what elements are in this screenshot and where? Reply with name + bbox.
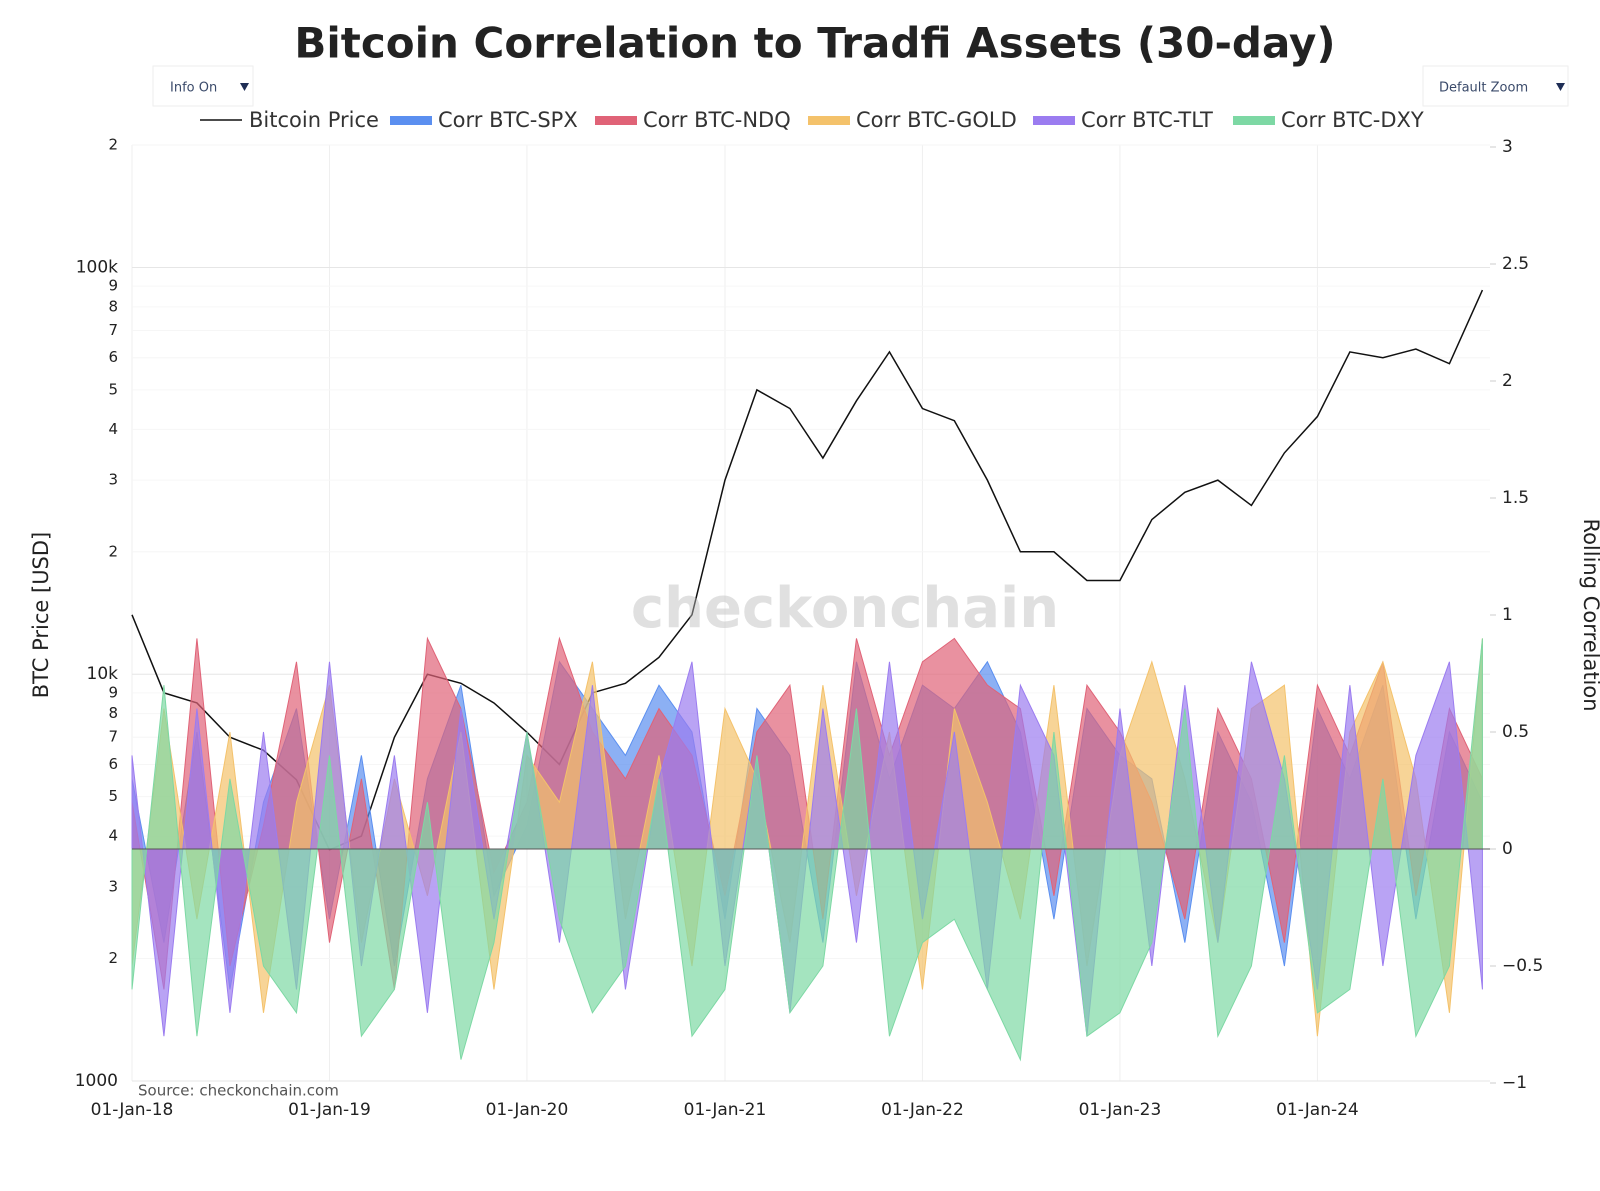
legend-label: Corr BTC-GOLD xyxy=(856,108,1017,132)
watermark: checkonchain xyxy=(631,576,1059,641)
y-tick-label: 8 xyxy=(108,704,118,722)
legend-label: Corr BTC-TLT xyxy=(1081,108,1213,132)
y2-tick-label: 2.5 xyxy=(1502,254,1529,274)
legend-label: Corr BTC-NDQ xyxy=(643,108,791,132)
legend-label: Corr BTC-DXY xyxy=(1281,108,1424,132)
y-tick-label: 10k xyxy=(87,664,119,684)
y2-tick-label: −0.5 xyxy=(1502,956,1543,976)
legend-label: Corr BTC-SPX xyxy=(438,108,578,132)
y-tick-label: 2 xyxy=(108,136,118,154)
info-button[interactable] xyxy=(152,65,254,107)
legend-swatch xyxy=(390,116,432,125)
y-tick-label: 3 xyxy=(108,471,118,489)
y2-tick-label: −1 xyxy=(1502,1073,1527,1093)
chart-title: Bitcoin Correlation to Tradfi Assets (30… xyxy=(294,19,1335,68)
legend-swatch xyxy=(808,116,850,125)
y2-tick-label: 1 xyxy=(1502,605,1513,625)
x-tick-label: 01-Jan-20 xyxy=(486,1100,569,1120)
legend-swatch xyxy=(1233,116,1275,125)
dropdown-arrow xyxy=(1556,83,1565,91)
legend-swatch xyxy=(1033,116,1075,125)
info-button-label[interactable]: Info On xyxy=(170,81,217,96)
y-tick-label: 6 xyxy=(108,755,118,773)
y2-tick-label: 1.5 xyxy=(1502,488,1529,508)
dropdown-arrow xyxy=(240,83,249,91)
y-tick-label: 8 xyxy=(108,297,118,315)
y2-tick-label: 0.5 xyxy=(1502,722,1529,742)
y2-tick-label: 2 xyxy=(1502,371,1513,391)
y-tick-label: 6 xyxy=(108,348,118,366)
y2-axis-title: Rolling Correlation xyxy=(1579,518,1600,711)
y-tick-label: 4 xyxy=(108,827,118,845)
zoom-button-label[interactable]: Default Zoom xyxy=(1439,81,1528,96)
source-note: Source: checkonchain.com xyxy=(138,1082,339,1100)
y-tick-label: 2 xyxy=(108,949,118,967)
legend-swatch xyxy=(595,116,637,125)
zoom-button[interactable] xyxy=(1422,65,1569,107)
y-tick-label: 100k xyxy=(76,257,118,277)
x-tick-label: 01-Jan-21 xyxy=(684,1100,767,1120)
x-tick-label: 01-Jan-18 xyxy=(91,1100,174,1120)
legend-label: Bitcoin Price xyxy=(249,108,379,132)
y-tick-label: 9 xyxy=(108,683,118,701)
y-tick-label: 1000 xyxy=(75,1071,118,1091)
y-tick-label: 7 xyxy=(108,321,118,339)
y-tick-label: 5 xyxy=(108,380,118,398)
y-axis-title: BTC Price [USD] xyxy=(29,532,53,699)
x-tick-label: 01-Jan-23 xyxy=(1079,1100,1162,1120)
y2-tick-label: 0 xyxy=(1502,839,1513,859)
plot-area xyxy=(131,144,1490,1082)
x-tick-label: 01-Jan-22 xyxy=(881,1100,964,1120)
y-tick-label: 3 xyxy=(108,877,118,895)
y-tick-label: 2 xyxy=(108,542,118,560)
x-tick-label: 01-Jan-24 xyxy=(1276,1100,1359,1120)
y2-tick-label: 3 xyxy=(1502,137,1513,157)
x-tick-label: 01-Jan-19 xyxy=(288,1100,371,1120)
y-tick-label: 5 xyxy=(108,787,118,805)
y-tick-label: 7 xyxy=(108,728,118,746)
y-tick-label: 9 xyxy=(108,277,118,295)
y-tick-label: 4 xyxy=(108,420,118,438)
